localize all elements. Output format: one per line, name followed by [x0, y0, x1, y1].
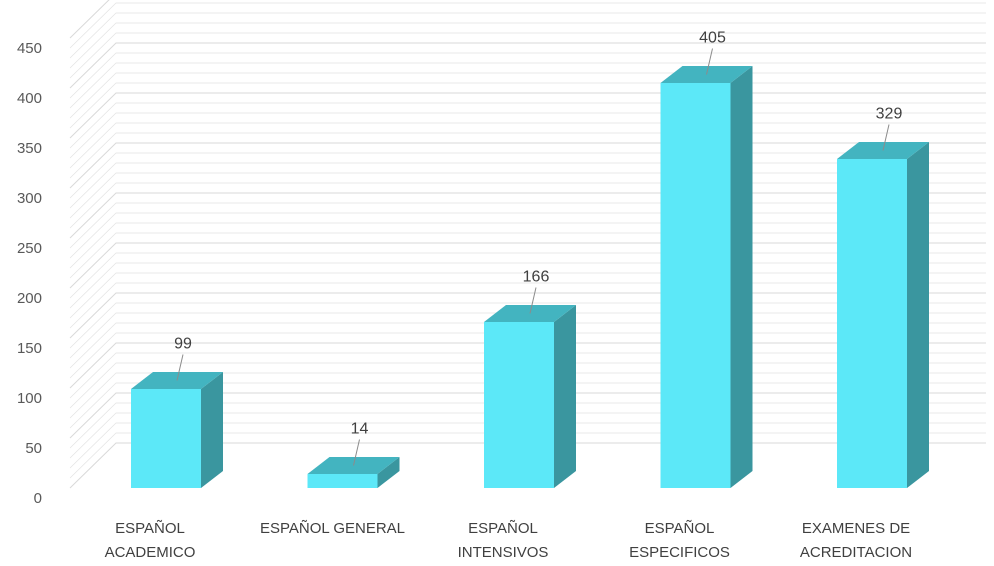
- y-tick-label: 0: [34, 490, 42, 507]
- y-tick-label: 300: [17, 190, 42, 207]
- bar: 405: [661, 30, 753, 489]
- y-tick-label: 50: [25, 440, 42, 457]
- y-tick-label: 100: [17, 390, 42, 407]
- bar-front: [131, 389, 201, 488]
- y-tick-label: 350: [17, 140, 42, 157]
- x-category-line: ESPAÑOL: [645, 520, 715, 537]
- grid-line: [70, 3, 986, 48]
- x-category-line: EXAMENES DE: [802, 520, 910, 537]
- grid-line: [70, 33, 986, 78]
- grid-line: [70, 93, 986, 138]
- x-category-line: INTENSIVOS: [458, 544, 549, 561]
- bar: 166: [484, 269, 576, 489]
- grid-line: [70, 103, 986, 148]
- x-category-label: EXAMENES DE ACREDITACION: [800, 520, 912, 561]
- grid-line: [70, 0, 986, 38]
- bar-side: [731, 66, 753, 488]
- grid-line: [70, 43, 986, 88]
- y-tick-label: 250: [17, 240, 42, 257]
- y-tick-label: 150: [17, 340, 42, 357]
- grid-line: [70, 23, 986, 68]
- grid-line: [70, 83, 986, 128]
- grid-line: [70, 53, 986, 98]
- x-category-line: ESPAÑOL GENERAL: [260, 520, 405, 537]
- data-label: 329: [876, 106, 903, 123]
- x-category-label: ESPAÑOL ESPECIFICOS: [629, 520, 730, 561]
- bar-side: [907, 142, 929, 488]
- x-axis-categories: ESPAÑOL ACADEMICO ESPAÑOL GENERAL ESPAÑOL IN…: [105, 520, 913, 561]
- grid-line: [70, 63, 986, 108]
- data-label: 14: [351, 421, 369, 438]
- x-category-label: ESPAÑOL INTENSIVOS: [458, 520, 549, 561]
- bar-side: [554, 305, 576, 488]
- data-label: 166: [523, 269, 550, 286]
- x-category-label: ESPAÑOL GENERAL: [260, 520, 405, 537]
- bar-front: [837, 159, 907, 488]
- x-category-line: ESPAÑOL: [468, 520, 538, 537]
- data-label: 405: [699, 30, 726, 47]
- bar-front: [308, 474, 378, 488]
- bar: 99: [131, 336, 223, 489]
- x-category-line: ACADEMICO: [105, 544, 196, 561]
- bar-front: [661, 83, 731, 488]
- y-axis-ticks: 0 50 100 150 200 250 300 350 400 450: [17, 40, 42, 507]
- y-tick-label: 450: [17, 40, 42, 57]
- bar: 14: [308, 421, 400, 489]
- bar-side: [201, 372, 223, 488]
- y-tick-label: 200: [17, 290, 42, 307]
- x-category-label: ESPAÑOL ACADEMICO: [105, 520, 196, 561]
- x-category-line: ESPAÑOL: [115, 520, 185, 537]
- x-category-line: ESPECIFICOS: [629, 544, 730, 561]
- grid-line: [70, 73, 986, 118]
- bar-front: [484, 322, 554, 488]
- x-category-line: ACREDITACION: [800, 544, 912, 561]
- y-tick-label: 400: [17, 90, 42, 107]
- grid-line: [70, 13, 986, 58]
- data-label: 99: [174, 336, 192, 353]
- bars: 99 14 166 405 329: [131, 30, 929, 489]
- bar: 329: [837, 106, 929, 489]
